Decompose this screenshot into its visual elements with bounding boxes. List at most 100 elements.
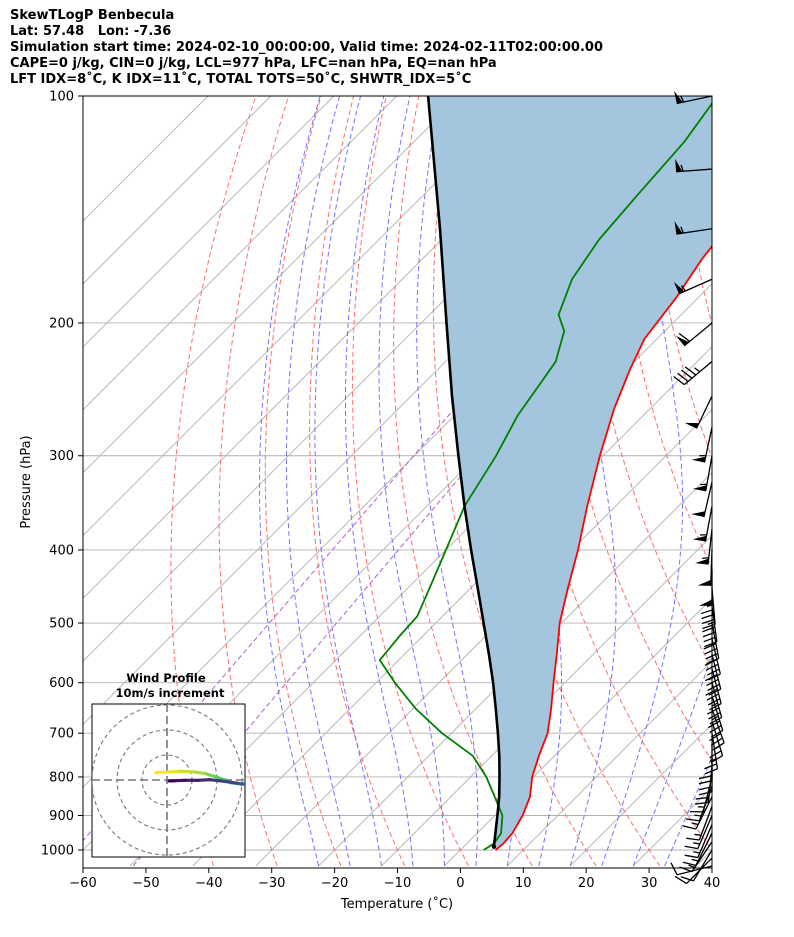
wind-barb <box>684 395 713 429</box>
wind-barb <box>695 528 713 565</box>
hodograph-segment <box>264 782 273 783</box>
barb-staff <box>711 708 725 744</box>
dry-adiabat <box>170 96 257 867</box>
y-tick-label: 400 <box>49 543 74 558</box>
moist-adiabat <box>258 96 321 867</box>
barb-half-flag <box>680 164 684 172</box>
wind-barb <box>691 427 713 463</box>
x-tick-label: 20 <box>578 876 595 891</box>
x-tick-label: 0 <box>456 876 464 891</box>
moist-adiabat <box>314 96 382 867</box>
wind-barb <box>686 806 713 841</box>
barb-half-flag <box>680 95 685 103</box>
time-line: Simulation start time: 2024-02-10_00:00:… <box>10 40 603 55</box>
barb-flag <box>681 369 693 379</box>
barb-flag <box>686 818 700 822</box>
moist-adiabat <box>345 96 414 867</box>
wind-barbs <box>670 90 725 885</box>
y-tick-label: 500 <box>49 617 74 632</box>
barb-half-flag <box>691 822 699 826</box>
y-tick-label: 200 <box>49 316 74 331</box>
wind-barb <box>692 506 713 542</box>
barb-staff <box>698 806 713 841</box>
barb-staff <box>676 865 713 876</box>
barb-staff <box>711 721 724 756</box>
location-line: Lat: 57.48 Lon: -7.36 <box>10 24 172 39</box>
moist-adiabat <box>664 756 712 867</box>
wind-barb <box>682 832 713 867</box>
dry-adiabat <box>264 96 342 867</box>
wind-barb <box>692 455 713 492</box>
isotherm-line <box>83 96 272 285</box>
hodograph-segment <box>266 783 273 785</box>
barb-half-flag <box>680 226 684 234</box>
barb-staff <box>678 278 713 295</box>
dewpoint-line <box>378 102 712 851</box>
mixing-ratio-line <box>83 112 712 842</box>
wind-barb <box>707 695 724 738</box>
wind-barb <box>670 862 713 876</box>
wind-barb <box>682 796 713 830</box>
barb-pennant <box>699 599 712 606</box>
moist-adiabat <box>286 96 351 867</box>
dry-adiabat <box>711 96 712 103</box>
barb-pennant <box>697 579 711 586</box>
hodograph-segment <box>192 770 207 776</box>
wind-profile-inset: Wind Profile 10m/s increment <box>91 671 273 858</box>
wind-barb <box>680 849 713 882</box>
wind-barb <box>684 815 713 850</box>
wind-barb <box>674 90 713 105</box>
dry-adiabat <box>646 96 712 459</box>
barb-staff <box>695 796 713 830</box>
barb-flag <box>710 729 724 738</box>
barb-flag <box>704 763 717 770</box>
isotherm-line <box>255 409 712 867</box>
parcel-line <box>426 96 501 847</box>
wind-barb <box>673 278 713 295</box>
inset-subtitle: 10m/s increment <box>116 686 225 700</box>
y-tick-label: 800 <box>49 770 74 785</box>
hodograph-segment <box>259 782 264 784</box>
hodograph-segment <box>208 778 223 783</box>
wind-barb <box>686 786 713 822</box>
barb-half-flag <box>694 814 702 817</box>
sounding-profiles <box>378 96 712 851</box>
isotherm-line <box>83 96 460 474</box>
wind-barb <box>675 322 713 347</box>
barb-flag <box>682 825 697 830</box>
isotherm-line <box>569 723 712 867</box>
barb-staff <box>691 841 713 873</box>
axes: −60 −50 −40 −30 −20 −10 0 10 20 30 40 1000 900 800 700… <box>41 90 720 892</box>
barb-staff <box>686 857 713 885</box>
cape-cin-shading <box>428 96 712 850</box>
hodograph-segment <box>250 783 259 784</box>
barb-staff <box>676 228 713 235</box>
barb-pennant <box>674 90 683 104</box>
barb-staff <box>707 528 713 565</box>
y-tick-label: 300 <box>49 449 74 464</box>
barb-flag <box>704 641 718 648</box>
x-tick-label: 10 <box>515 876 532 891</box>
x-tick-label: −20 <box>321 876 348 891</box>
barb-staff <box>697 815 713 849</box>
barb-staff <box>711 638 721 675</box>
wind-barb <box>675 158 713 173</box>
x-tick-label: −30 <box>258 876 285 891</box>
barb-flag <box>698 780 713 785</box>
barb-staff <box>703 427 713 463</box>
wind-barb <box>691 481 713 518</box>
barb-flag <box>684 366 697 376</box>
barb-staff <box>711 695 724 731</box>
barb-half-flag <box>693 851 700 854</box>
barb-pennant <box>691 511 706 518</box>
barb-flag <box>705 688 718 696</box>
hodograph-segment <box>219 779 239 785</box>
barb-staff <box>692 849 713 882</box>
y-tick-label: 600 <box>49 676 74 691</box>
barb-flag <box>677 372 689 382</box>
y-tick-label: 1000 <box>41 844 74 859</box>
barb-half-flag <box>707 621 715 626</box>
wind-barb <box>704 733 719 775</box>
barb-flag <box>710 755 723 763</box>
temperature-line <box>495 244 712 851</box>
